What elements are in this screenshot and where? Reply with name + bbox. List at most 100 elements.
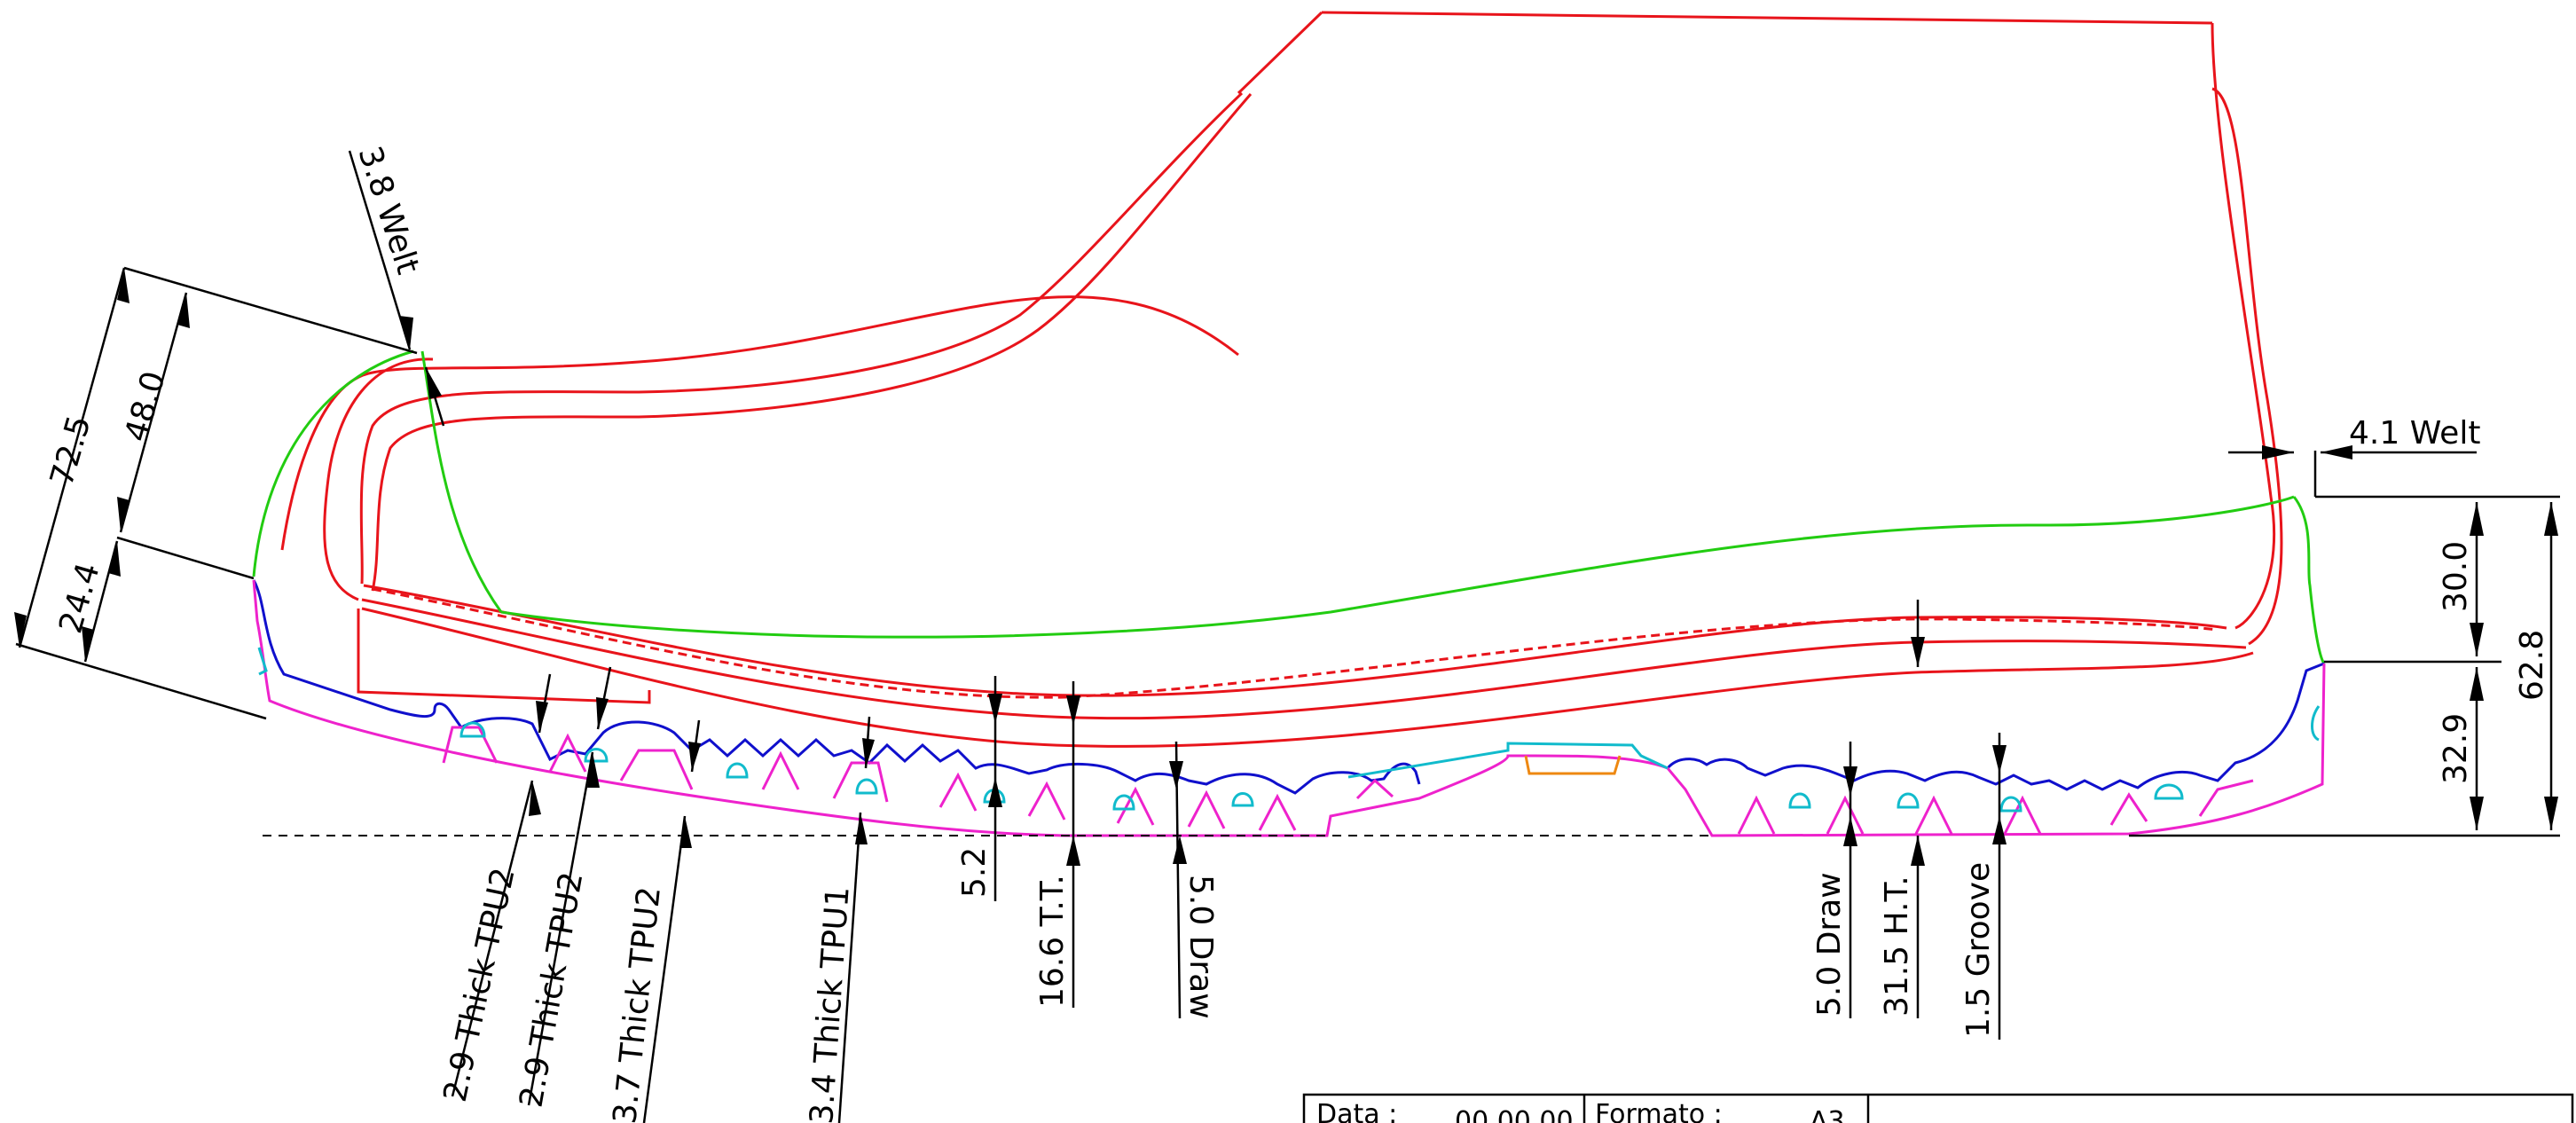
heel-upper-label: 30.0 <box>2438 541 2474 612</box>
tpu-label-4: 3.4 Thick TPU1 <box>804 885 857 1123</box>
date-label: Data : <box>1316 1099 1397 1123</box>
arrowhead <box>536 701 548 733</box>
arrowhead <box>988 777 1002 807</box>
tpu-pods <box>257 647 2321 813</box>
arrowhead <box>117 268 130 303</box>
heel-counter-line <box>357 609 651 704</box>
arrowhead <box>587 752 600 788</box>
tpu-leader-4 <box>837 812 862 1123</box>
arrowhead <box>1843 816 1857 846</box>
last-bottom-mid <box>361 598 2247 720</box>
outsole-toe-top <box>252 579 1421 795</box>
tpu-pod <box>1231 792 1254 807</box>
shaft-back-inner <box>2211 87 2283 646</box>
draw-front-leader <box>1174 741 1182 1019</box>
shaft-top-edge <box>1321 11 2213 25</box>
shaft-front-outer <box>359 91 1244 585</box>
toe-ext-mid <box>116 536 255 580</box>
draw-front-label: 5.0 Draw <box>1182 875 1219 1019</box>
shank-cover <box>1347 742 1669 779</box>
arrowhead <box>679 816 692 848</box>
toe-total-label: 72.5 <box>43 412 98 490</box>
arrowhead <box>2470 797 2484 830</box>
arrowhead <box>2262 445 2294 459</box>
arrowhead <box>1992 745 2007 774</box>
tpu-pod <box>459 721 486 738</box>
toe-ext-bottom <box>15 642 267 720</box>
tpu-pod <box>1999 796 2022 813</box>
last-bottom-lower <box>361 607 2254 748</box>
tpu-pod <box>726 762 749 779</box>
arrowhead <box>177 293 190 328</box>
heel-thickness-label: 31.5 H.T. <box>1879 876 1915 1017</box>
format-label: Formato : <box>1595 1099 1723 1123</box>
toe-dim-upper <box>119 292 188 533</box>
shaft-back-outer <box>2211 22 2276 630</box>
tpu-leader-2 <box>527 751 594 1106</box>
title-block: Data : 00.00.00 Formato : A3 <box>1302 1093 2574 1123</box>
outsole-heel-top <box>1666 662 2325 791</box>
toe-thickness-label: 16.6 T.T. <box>1034 875 1071 1008</box>
last-bottom-upper <box>363 584 2227 697</box>
tpu-pod <box>2311 705 2321 742</box>
tpu-pod <box>1897 792 1920 809</box>
arrowhead <box>14 612 27 648</box>
tpu-label-1: 2.9 Thick TPU2 <box>437 865 522 1105</box>
insole-dashed <box>372 587 2219 699</box>
arrowhead <box>529 781 541 816</box>
toe-gap-label: 5.2 <box>956 847 993 898</box>
welt-left-label: 3.8 Welt <box>350 142 426 279</box>
upper-top-outline <box>280 295 1239 551</box>
arrowhead <box>596 697 609 729</box>
arrowhead <box>1911 637 1925 667</box>
arrowhead <box>1066 836 1080 866</box>
toe-upper-label: 48.0 <box>118 367 173 445</box>
shaft-front-line <box>1237 11 1323 95</box>
groove-label: 1.5 Groove <box>1960 862 1997 1038</box>
arrowhead <box>862 738 875 768</box>
arrowhead <box>1992 816 2007 844</box>
arrowhead <box>108 541 121 577</box>
tpu-leader-3 <box>642 815 687 1123</box>
arrowhead <box>1911 836 1925 866</box>
outsole-bottom <box>252 579 2326 837</box>
arrowhead <box>1843 766 1857 797</box>
toe-dim-total <box>18 267 126 648</box>
toe-ext-top <box>123 266 418 355</box>
toe-lower-label: 24.4 <box>52 559 107 637</box>
arrowhead <box>2544 502 2558 536</box>
format-value: A3 <box>1810 1106 1845 1123</box>
arrowheads <box>14 268 2558 866</box>
boot-upper <box>280 11 2283 748</box>
dimension-lines <box>15 150 2560 1123</box>
draw-rear-label: 5.0 Draw <box>1811 872 1848 1017</box>
tpu-pod <box>855 778 878 795</box>
arrowhead <box>855 813 868 844</box>
shaft-front-inner <box>371 93 1253 592</box>
arrowhead <box>82 626 94 662</box>
arrowhead <box>988 694 1002 724</box>
arrowhead <box>688 742 701 772</box>
arrowhead <box>1169 761 1183 789</box>
tpu-pod <box>1112 794 1135 811</box>
welt-right-label: 4.1 Welt <box>2349 415 2480 452</box>
tpu-pod <box>584 748 609 763</box>
arrowhead <box>1066 695 1080 726</box>
outsole-toe-edge <box>252 579 2326 837</box>
arrowhead <box>2321 445 2352 459</box>
arrowhead <box>117 497 130 532</box>
heel-insole-curve <box>2292 496 2326 664</box>
heel-total-label: 62.8 <box>2514 630 2550 701</box>
shank-insert <box>1524 755 1622 775</box>
footbed-line <box>500 495 2295 639</box>
arrowhead <box>2470 502 2484 536</box>
date-value: 00.00.00 <box>1455 1106 1574 1123</box>
toe-insole-curve <box>252 349 414 577</box>
tpu-leader-1 <box>451 780 534 1097</box>
tpu-label-2: 2.9 Thick TPU2 <box>513 869 590 1111</box>
insole-line <box>252 349 2326 664</box>
arrowhead <box>2544 797 2558 830</box>
tpu-pod <box>1788 792 1811 809</box>
outsole-top-profile <box>252 579 2325 795</box>
